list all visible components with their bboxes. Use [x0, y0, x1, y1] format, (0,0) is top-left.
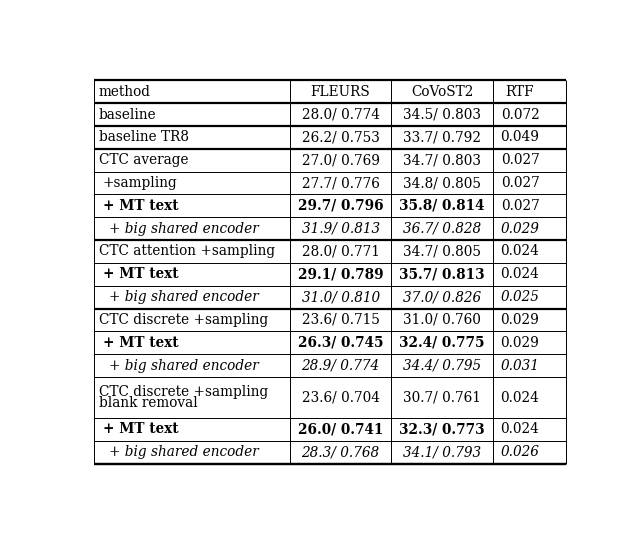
Text: CTC discrete +sampling: CTC discrete +sampling	[99, 385, 268, 399]
Text: 0.025: 0.025	[500, 290, 540, 304]
Text: 0.024: 0.024	[500, 391, 540, 404]
Text: + big shared encoder: + big shared encoder	[109, 359, 259, 373]
Text: FLEURS: FLEURS	[311, 85, 371, 99]
Text: + big shared encoder: + big shared encoder	[109, 222, 259, 236]
Text: 34.8/ 0.805: 34.8/ 0.805	[403, 176, 481, 190]
Text: 35.8/ 0.814: 35.8/ 0.814	[399, 199, 485, 213]
Text: 0.031: 0.031	[500, 359, 540, 373]
Text: 27.0/ 0.769: 27.0/ 0.769	[301, 153, 380, 167]
Text: 23.6/ 0.715: 23.6/ 0.715	[301, 313, 380, 327]
Text: CTC attention +sampling: CTC attention +sampling	[99, 245, 275, 259]
Text: + big shared encoder: + big shared encoder	[109, 290, 259, 304]
Text: RTF: RTF	[506, 85, 534, 99]
Text: 0.029: 0.029	[500, 222, 540, 236]
Text: baseline: baseline	[99, 108, 156, 121]
Text: + MT text: + MT text	[103, 199, 179, 213]
Text: 0.027: 0.027	[500, 153, 540, 167]
Text: 36.7/ 0.828: 36.7/ 0.828	[403, 222, 481, 236]
Text: 0.024: 0.024	[500, 245, 540, 259]
Text: blank removal: blank removal	[99, 396, 198, 410]
Text: 28.9/ 0.774: 28.9/ 0.774	[301, 359, 380, 373]
Text: 0.024: 0.024	[500, 267, 540, 281]
Text: 0.024: 0.024	[500, 422, 540, 437]
Text: 0.049: 0.049	[500, 130, 540, 144]
Text: 33.7/ 0.792: 33.7/ 0.792	[403, 130, 481, 144]
Text: 27.7/ 0.776: 27.7/ 0.776	[301, 176, 380, 190]
Text: 32.3/ 0.773: 32.3/ 0.773	[399, 422, 485, 437]
Text: 0.072: 0.072	[500, 108, 540, 121]
Text: 28.0/ 0.774: 28.0/ 0.774	[301, 108, 380, 121]
Text: method: method	[99, 85, 151, 99]
Text: 0.029: 0.029	[500, 336, 540, 350]
Text: 32.4/ 0.775: 32.4/ 0.775	[399, 336, 485, 350]
Text: 23.6/ 0.704: 23.6/ 0.704	[301, 391, 380, 404]
Text: 31.0/ 0.810: 31.0/ 0.810	[301, 290, 380, 304]
Text: 31.9/ 0.813: 31.9/ 0.813	[301, 222, 380, 236]
Text: 0.027: 0.027	[500, 199, 540, 213]
Text: 26.3/ 0.745: 26.3/ 0.745	[298, 336, 383, 350]
Text: 28.0/ 0.771: 28.0/ 0.771	[301, 245, 380, 259]
Text: 28.3/ 0.768: 28.3/ 0.768	[301, 445, 380, 459]
Text: 0.029: 0.029	[500, 313, 540, 327]
Text: CTC discrete +sampling: CTC discrete +sampling	[99, 313, 268, 327]
Text: 34.7/ 0.805: 34.7/ 0.805	[403, 245, 481, 259]
Text: 34.5/ 0.803: 34.5/ 0.803	[403, 108, 481, 121]
Text: 34.4/ 0.795: 34.4/ 0.795	[403, 359, 481, 373]
Text: baseline TR8: baseline TR8	[99, 130, 189, 144]
Text: 37.0/ 0.826: 37.0/ 0.826	[403, 290, 481, 304]
Text: 26.0/ 0.741: 26.0/ 0.741	[298, 422, 383, 437]
Text: 29.7/ 0.796: 29.7/ 0.796	[298, 199, 383, 213]
Text: 26.2/ 0.753: 26.2/ 0.753	[301, 130, 380, 144]
Text: 29.1/ 0.789: 29.1/ 0.789	[298, 267, 383, 281]
Text: 0.026: 0.026	[500, 445, 540, 459]
Text: 35.7/ 0.813: 35.7/ 0.813	[399, 267, 485, 281]
Text: + MT text: + MT text	[103, 267, 179, 281]
Text: 34.1/ 0.793: 34.1/ 0.793	[403, 445, 481, 459]
Text: CoVoST2: CoVoST2	[411, 85, 474, 99]
Text: 30.7/ 0.761: 30.7/ 0.761	[403, 391, 481, 404]
Text: + MT text: + MT text	[103, 336, 179, 350]
Text: CTC average: CTC average	[99, 153, 188, 167]
Text: + big shared encoder: + big shared encoder	[109, 445, 259, 459]
Text: + MT text: + MT text	[103, 422, 179, 437]
Text: 0.027: 0.027	[500, 176, 540, 190]
Text: +sampling: +sampling	[103, 176, 177, 190]
Text: 34.7/ 0.803: 34.7/ 0.803	[403, 153, 481, 167]
Text: 31.0/ 0.760: 31.0/ 0.760	[403, 313, 481, 327]
